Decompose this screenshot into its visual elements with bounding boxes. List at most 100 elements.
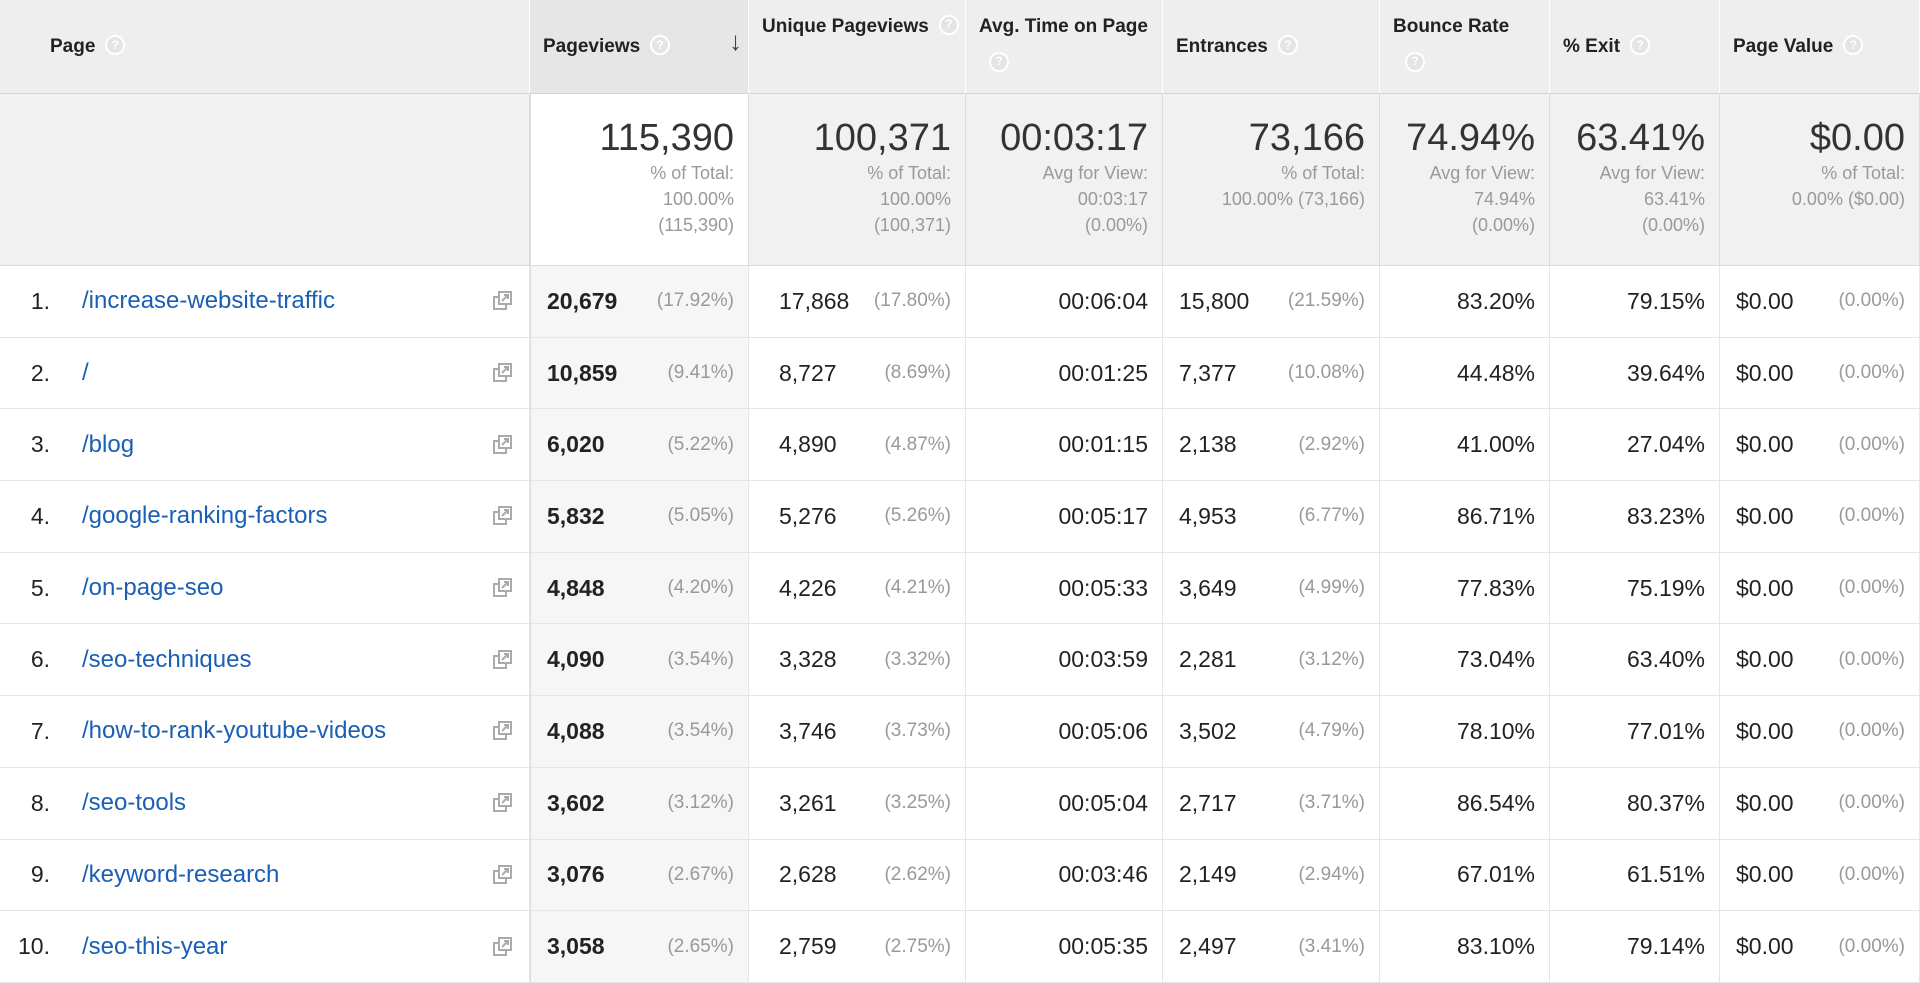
- row-3-unique-pageviews: 4,890 (4.87%): [749, 409, 966, 482]
- metric-value: 86.54%: [1456, 789, 1535, 816]
- open-external-icon[interactable]: [491, 504, 515, 528]
- help-icon[interactable]: ?: [1405, 51, 1425, 72]
- open-external-icon[interactable]: [491, 863, 515, 887]
- page-path-link[interactable]: /how-to-rank-youtube-videos: [82, 717, 387, 745]
- total-caption: 74.94%: [1473, 189, 1535, 209]
- page-path-link[interactable]: /blog: [82, 430, 135, 458]
- metric-percent: (4.87%): [884, 433, 951, 455]
- metric-value: 4,848: [547, 574, 605, 601]
- row-number: 7.: [30, 717, 50, 744]
- metric-percent: (2.65%): [667, 935, 734, 957]
- metric-value: 75.19%: [1626, 574, 1705, 601]
- metric-value: 00:05:04: [1058, 789, 1148, 816]
- metric-percent: (10.08%): [1287, 362, 1365, 384]
- totals-bounce-rate: 74.94% Avg for View: 74.94% (0.00%): [1380, 94, 1550, 266]
- column-header-pageviews[interactable]: Pageviews ? ↓: [530, 0, 749, 94]
- metric-value: 10,859: [547, 359, 618, 386]
- row-10-entrances: 2,497 (3.41%): [1163, 911, 1380, 983]
- row-number: 4.: [30, 502, 50, 529]
- totals-page-value: $0.00 % of Total: 0.00% ($0.00): [1720, 94, 1920, 266]
- open-external-icon[interactable]: [491, 648, 515, 672]
- row-7-entrances: 3,502 (4.79%): [1163, 696, 1380, 768]
- row-8-bounce-rate: 86.54%: [1380, 767, 1550, 840]
- row-10-pageviews: 3,058 (2.65%): [530, 911, 749, 983]
- row-number: 5.: [30, 574, 50, 601]
- metric-value: $0.00: [1736, 861, 1794, 888]
- metric-percent: (0.00%): [1838, 290, 1905, 312]
- row-4-exit: 83.23%: [1550, 481, 1720, 553]
- open-external-icon[interactable]: [491, 576, 515, 600]
- metric-value: 3,076: [547, 861, 605, 888]
- help-icon[interactable]: ?: [938, 14, 959, 35]
- metric-percent: (2.67%): [667, 863, 734, 885]
- column-header-unique-pageviews[interactable]: Unique Pageviews?: [749, 0, 966, 94]
- sort-descending-icon[interactable]: ↓: [729, 26, 742, 56]
- help-icon[interactable]: ?: [650, 34, 671, 55]
- row-3-bounce-rate: 41.00%: [1380, 409, 1550, 482]
- total-caption: 100.00%: [879, 189, 951, 209]
- open-external-icon[interactable]: [491, 719, 515, 743]
- row-9-bounce-rate: 67.01%: [1380, 839, 1550, 912]
- open-external-icon[interactable]: [491, 935, 515, 959]
- metric-value: 73.04%: [1456, 646, 1535, 673]
- metric-value: 3,502: [1179, 717, 1237, 744]
- metric-value: $0.00: [1736, 287, 1794, 314]
- row-3-exit: 27.04%: [1550, 409, 1720, 482]
- help-icon[interactable]: ?: [105, 34, 126, 55]
- metric-percent: (0.00%): [1838, 362, 1905, 384]
- help-icon[interactable]: ?: [1843, 34, 1864, 55]
- row-1-page: 1. /increase-website-traffic: [0, 266, 530, 338]
- column-header-page[interactable]: Page ?: [0, 0, 530, 94]
- page-path-link[interactable]: /seo-tools: [82, 789, 187, 817]
- column-header-avg-time[interactable]: Avg. Time on Page?: [966, 0, 1163, 94]
- open-external-icon[interactable]: [491, 433, 515, 457]
- column-header-page-value[interactable]: Page Value ?: [1720, 0, 1920, 94]
- metric-value: 61.51%: [1626, 861, 1705, 888]
- row-4-avg-time: 00:05:17: [966, 481, 1163, 553]
- row-3-avg-time: 00:01:15: [966, 409, 1163, 482]
- column-header-entrances[interactable]: Entrances ?: [1163, 0, 1380, 94]
- row-number: 3.: [30, 431, 50, 458]
- metric-value: 4,953: [1179, 502, 1237, 529]
- help-icon[interactable]: ?: [1277, 34, 1298, 55]
- row-7-bounce-rate: 78.10%: [1380, 696, 1550, 768]
- row-8-avg-time: 00:05:04: [966, 767, 1163, 840]
- page-path-link[interactable]: /keyword-research: [82, 860, 280, 888]
- total-value: 115,390: [599, 117, 734, 159]
- help-icon[interactable]: ?: [1630, 34, 1651, 55]
- row-1-entrances: 15,800 (21.59%): [1163, 266, 1380, 338]
- total-caption: Avg for View:: [1429, 163, 1535, 183]
- metric-percent: (6.77%): [1298, 505, 1365, 527]
- metric-value: 83.23%: [1626, 502, 1705, 529]
- open-external-icon[interactable]: [491, 791, 515, 815]
- metric-percent: (5.22%): [667, 433, 734, 455]
- column-header-bounce-rate[interactable]: Bounce Rate?: [1380, 0, 1550, 94]
- row-5-page-value: $0.00 (0.00%): [1720, 552, 1920, 625]
- page-path-link[interactable]: /increase-website-traffic: [82, 287, 335, 315]
- column-header-exit[interactable]: % Exit ?: [1550, 0, 1720, 94]
- row-2-unique-pageviews: 8,727 (8.69%): [749, 337, 966, 410]
- page-path-link[interactable]: /seo-techniques: [82, 645, 252, 673]
- total-caption: 100.00%: [662, 189, 734, 209]
- open-external-icon[interactable]: [491, 361, 515, 385]
- page-path-link[interactable]: /: [82, 359, 89, 387]
- metric-value: $0.00: [1736, 789, 1794, 816]
- row-6-pageviews: 4,090 (3.54%): [530, 624, 749, 697]
- help-icon[interactable]: ?: [989, 51, 1009, 72]
- metric-value: 4,090: [547, 646, 605, 673]
- row-5-bounce-rate: 77.83%: [1380, 552, 1550, 625]
- totals-pageviews: 115,390 % of Total: 100.00% (115,390): [530, 94, 749, 266]
- page-path-link[interactable]: /seo-this-year: [82, 932, 228, 960]
- total-caption: (0.00%): [1084, 215, 1148, 235]
- page-path-link[interactable]: /google-ranking-factors: [82, 502, 328, 530]
- row-8-page: 8. /seo-tools: [0, 767, 530, 840]
- row-4-page: 4. /google-ranking-factors: [0, 481, 530, 553]
- page-path-link[interactable]: /on-page-seo: [82, 574, 224, 602]
- row-9-unique-pageviews: 2,628 (2.62%): [749, 839, 966, 912]
- row-8-exit: 80.37%: [1550, 767, 1720, 840]
- open-external-icon[interactable]: [491, 289, 515, 313]
- total-caption: % of Total:: [650, 163, 734, 183]
- metric-value: 39.64%: [1626, 359, 1705, 386]
- row-3-page: 3. /blog: [0, 409, 530, 482]
- metric-value: 00:01:15: [1058, 431, 1148, 458]
